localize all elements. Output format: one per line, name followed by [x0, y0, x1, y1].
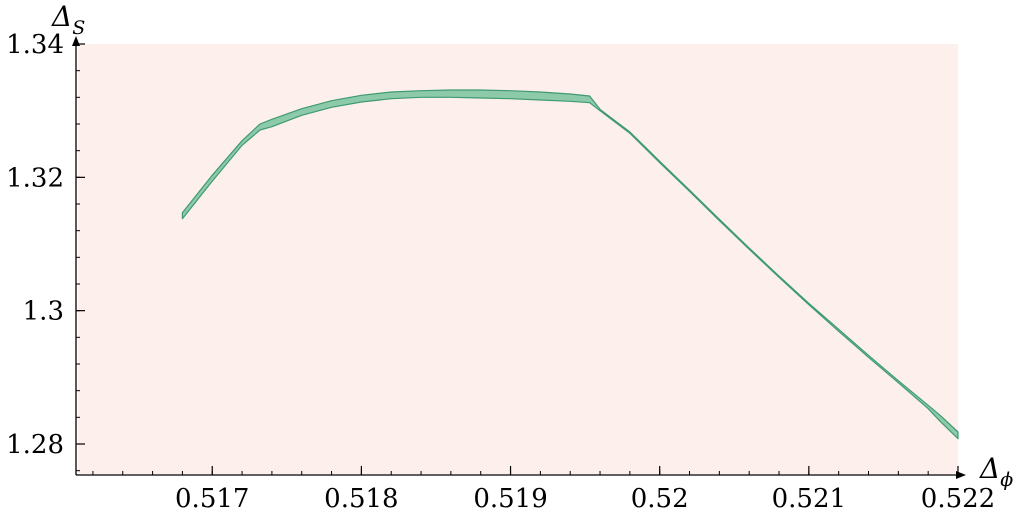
x-tick-label: 0.518: [324, 484, 398, 513]
y-axis-label-main: Δ: [51, 0, 72, 33]
x-axis-label-main: Δ: [979, 452, 1000, 485]
allowed-region-band-2: [599, 108, 959, 440]
x-tick-label: 0.517: [175, 484, 249, 513]
y-tick-label: 1.3: [23, 297, 64, 327]
x-tick-label: 0.521: [772, 484, 846, 513]
allowed-region-bands: [181, 89, 959, 440]
plot-background: [78, 44, 958, 474]
x-tick-label: 0.522: [921, 484, 995, 513]
x-axis-label-subscript: ϕ: [1000, 469, 1013, 491]
tick-labels: 0.517 0.518 0.519 0.52 0.521 0.522 1.28 1.3 1.32…: [6, 30, 995, 513]
y-tick-label: 1.34: [6, 30, 64, 60]
y-tick-label: 1.28: [6, 430, 64, 460]
x-tick-label: 0.52: [631, 484, 689, 513]
x-tick-label: 0.519: [473, 484, 547, 513]
x-axis-label: Δϕ: [979, 452, 1013, 491]
axis-ticks: [76, 43, 959, 475]
y-axis-label-subscript: S: [72, 17, 85, 39]
y-tick-label: 1.32: [6, 163, 64, 193]
y-axis-label: ΔS: [51, 0, 85, 39]
